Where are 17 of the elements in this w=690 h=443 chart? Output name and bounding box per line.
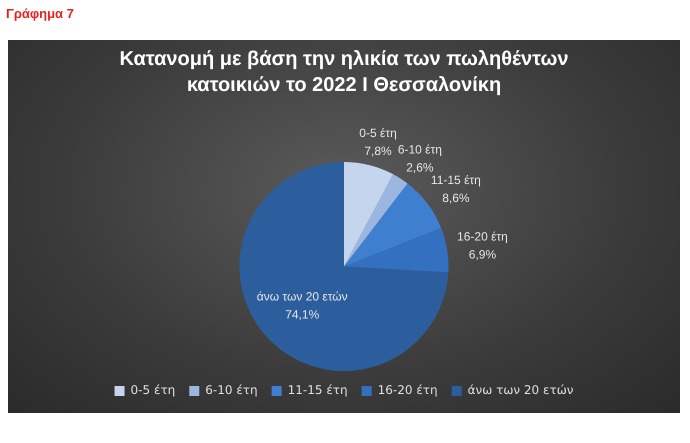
legend-label: 0-5 έτη bbox=[130, 383, 176, 398]
legend-label: 11-15 έτη bbox=[288, 383, 348, 398]
data-label: 6,9% bbox=[468, 247, 496, 262]
legend-label: άνω των 20 ετών bbox=[468, 383, 574, 398]
data-label: 2,6% bbox=[406, 160, 434, 175]
slice-label: 16-20 έτη bbox=[457, 229, 508, 244]
slice-label: άνω των 20 ετών bbox=[256, 289, 348, 304]
slice-label: 0-5 έτη bbox=[359, 126, 397, 140]
data-label: 8,6% bbox=[442, 190, 470, 205]
chart-title: Κατανομή με βάση την ηλικία των πωληθέντων κατοικιών το 2022 Ι Θεσσαλονίκη bbox=[118, 47, 570, 98]
legend-label: 16-20 έτη bbox=[378, 383, 438, 398]
slice-label: 11-15 έτη bbox=[430, 172, 481, 187]
data-label: 7,8% bbox=[364, 144, 392, 158]
data-label: 74,1% bbox=[285, 307, 320, 322]
legend-label: 6-10 έτη bbox=[205, 383, 258, 398]
slice-label: 6-10 έτη bbox=[398, 142, 442, 157]
text: Γράφημα 7 bbox=[6, 6, 74, 21]
